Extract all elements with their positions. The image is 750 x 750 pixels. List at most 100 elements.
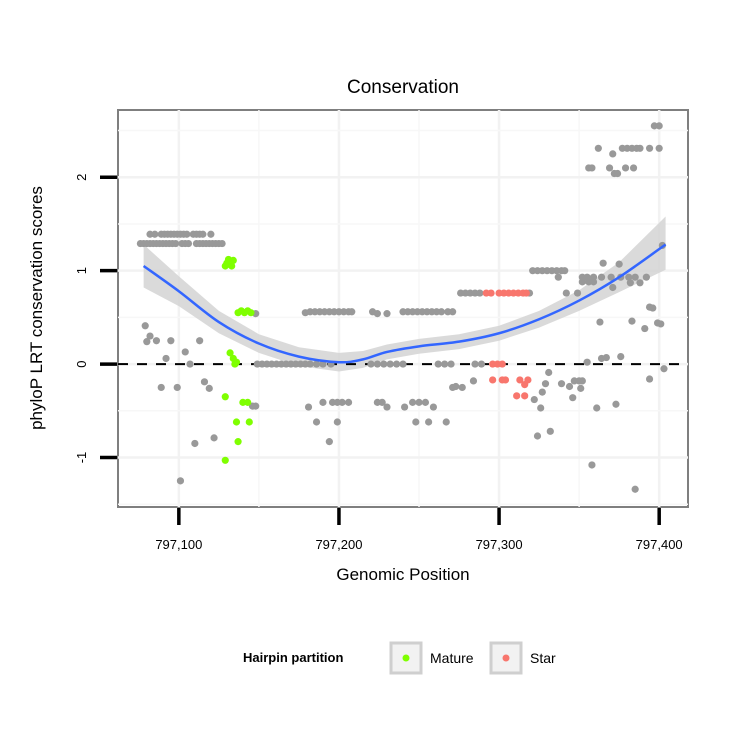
point-other xyxy=(469,377,478,385)
point-other xyxy=(367,360,375,368)
point-other xyxy=(449,308,457,316)
point-other xyxy=(172,239,180,248)
y-tick-label: 1 xyxy=(74,267,89,274)
point-other xyxy=(386,360,394,368)
x-axis-label: Genomic Position xyxy=(336,565,469,584)
point-other xyxy=(626,279,634,287)
point-other xyxy=(143,338,151,346)
point-other xyxy=(615,260,623,268)
point-other xyxy=(442,418,450,426)
point-mature xyxy=(232,418,241,426)
point-other xyxy=(655,122,663,130)
point-other xyxy=(152,337,161,345)
axes: 797,100 797,200 797,300 797,400 -1 0 1 2 xyxy=(74,174,683,552)
point-other xyxy=(306,360,314,368)
legend-label-star: Star xyxy=(530,650,556,666)
point-other xyxy=(167,337,175,345)
point-other xyxy=(530,395,538,404)
point-other xyxy=(597,273,606,281)
point-other xyxy=(573,289,582,297)
point-star xyxy=(501,376,510,384)
point-other xyxy=(162,354,170,363)
point-other xyxy=(210,434,218,442)
point-other xyxy=(612,400,620,408)
point-other xyxy=(645,144,654,152)
point-other xyxy=(657,320,665,328)
point-other xyxy=(561,267,569,275)
point-other xyxy=(588,164,596,172)
legend-label-mature: Mature xyxy=(430,650,474,666)
point-other xyxy=(392,360,401,368)
point-other xyxy=(578,278,586,286)
point-other xyxy=(218,239,226,248)
point-other xyxy=(373,310,381,318)
point-other xyxy=(541,380,550,388)
point-other xyxy=(642,273,650,281)
point-other xyxy=(609,150,617,158)
point-other xyxy=(562,289,570,297)
point-other xyxy=(312,360,321,368)
point-other xyxy=(401,403,409,411)
x-tick-label: 797,400 xyxy=(636,537,683,552)
point-other xyxy=(569,394,577,402)
x-tick-label: 797,100 xyxy=(155,537,202,552)
point-star xyxy=(513,392,521,400)
point-other xyxy=(200,378,209,386)
point-other xyxy=(628,317,636,325)
point-other xyxy=(594,144,602,152)
point-other xyxy=(617,353,625,361)
point-other xyxy=(412,418,420,426)
point-star xyxy=(487,289,495,297)
point-other xyxy=(557,380,566,388)
point-other xyxy=(589,278,598,286)
point-other xyxy=(437,308,446,316)
point-other xyxy=(338,398,346,406)
point-other xyxy=(319,398,327,406)
point-mature xyxy=(244,398,252,406)
point-other xyxy=(629,164,638,172)
point-other xyxy=(441,360,449,368)
legend-title: Hairpin partition xyxy=(243,650,343,665)
point-other xyxy=(625,273,633,281)
point-other xyxy=(458,383,466,392)
point-other xyxy=(593,404,601,412)
point-other xyxy=(184,239,193,248)
point-other xyxy=(425,418,433,426)
point-other xyxy=(146,332,154,340)
point-mature xyxy=(226,349,234,357)
point-other xyxy=(583,358,591,366)
point-other xyxy=(344,398,353,406)
point-other xyxy=(655,144,663,152)
point-other xyxy=(207,230,215,238)
point-other xyxy=(333,418,341,426)
point-star xyxy=(521,381,529,389)
point-other xyxy=(447,360,455,368)
point-star xyxy=(522,289,530,297)
point-other xyxy=(181,348,189,356)
point-other xyxy=(631,273,639,281)
point-other xyxy=(641,324,649,333)
point-star xyxy=(489,376,497,384)
point-other xyxy=(645,375,654,383)
point-other xyxy=(538,388,546,396)
point-other xyxy=(577,384,585,392)
x-tick-label: 797,200 xyxy=(315,537,362,552)
point-mature xyxy=(232,358,241,366)
points-layer xyxy=(136,122,668,493)
point-other xyxy=(621,164,630,172)
point-mature xyxy=(245,418,253,426)
point-other xyxy=(476,289,484,297)
point-other xyxy=(383,310,391,318)
legend-key-star xyxy=(489,641,523,675)
point-other xyxy=(199,230,207,238)
grid-lines xyxy=(118,110,688,507)
point-other xyxy=(205,384,213,392)
point-other xyxy=(380,360,388,368)
point-other xyxy=(304,403,313,411)
point-mature xyxy=(247,309,255,317)
point-other xyxy=(660,365,668,373)
point-other xyxy=(613,169,622,178)
point-other xyxy=(186,360,194,368)
point-other xyxy=(196,337,204,345)
